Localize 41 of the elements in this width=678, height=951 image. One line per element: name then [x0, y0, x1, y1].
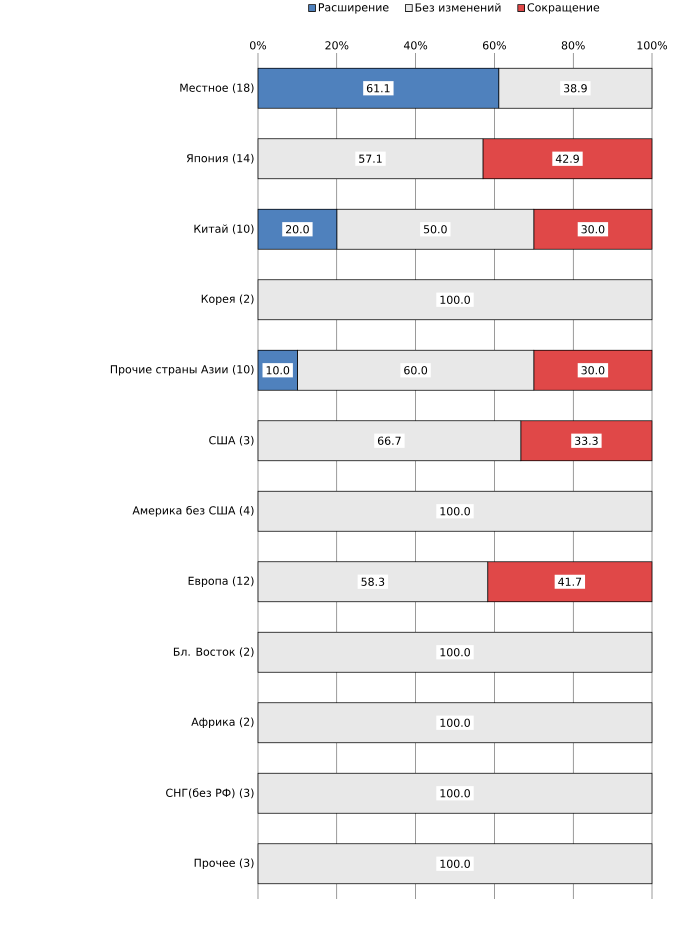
legend-label: Расширение: [318, 3, 389, 14]
data-label: 20.0: [286, 225, 309, 234]
data-label: 42.9: [556, 154, 579, 163]
legend-label: Без изменений: [416, 3, 500, 12]
y-tick-label: Прочие страны Азии (10): [110, 364, 254, 376]
y-tick-label: Европа (12): [188, 576, 254, 588]
data-label: 61.1: [366, 84, 390, 92]
data-label: 58.3: [361, 578, 384, 586]
y-tick-label: Китай (10): [194, 224, 254, 234]
y-tick-label: Америка без США (4): [132, 506, 254, 517]
data-label: 100.0: [440, 296, 470, 304]
y-tick-label: Бл. Восток (2): [174, 647, 254, 658]
y-tick-label: Африка (2): [191, 717, 254, 728]
x-tick-label: 80%: [562, 41, 585, 50]
data-label: 38.9: [564, 84, 587, 92]
x-tick-label: 0%: [250, 41, 266, 50]
x-tick-label: 100%: [638, 41, 668, 50]
data-label: 60.0: [404, 366, 428, 374]
data-label: 100.0: [440, 860, 470, 868]
y-tick-label: Местное (18): [180, 83, 254, 94]
y-tick-label: США (3): [209, 436, 254, 446]
data-label: 57.1: [359, 154, 382, 163]
data-label: 100.0: [440, 507, 470, 516]
y-tick-label: Япония (14): [186, 154, 254, 164]
data-label: 50.0: [424, 225, 447, 234]
data-label: 66.7: [378, 436, 401, 445]
data-label: 100.0: [440, 789, 470, 798]
y-tick-label: Корея (2): [202, 294, 254, 306]
data-label: 33.3: [575, 436, 598, 445]
data-label: 41.7: [558, 578, 582, 586]
x-tick-label: 20%: [325, 41, 348, 50]
data-label: 30.0: [582, 225, 604, 234]
data-label: 30.0: [582, 366, 604, 374]
y-tick-label: Прочее (3): [194, 858, 254, 870]
x-tick-label: 40%: [404, 41, 428, 50]
x-tick-label: 60%: [482, 41, 506, 50]
data-label: 100.0: [440, 718, 470, 727]
y-tick-label: СНГ(без РФ) (3): [166, 788, 254, 798]
legend-label: Сокращение: [528, 3, 600, 14]
data-label: 10.0: [266, 366, 290, 374]
data-label: 100.0: [440, 648, 470, 656]
